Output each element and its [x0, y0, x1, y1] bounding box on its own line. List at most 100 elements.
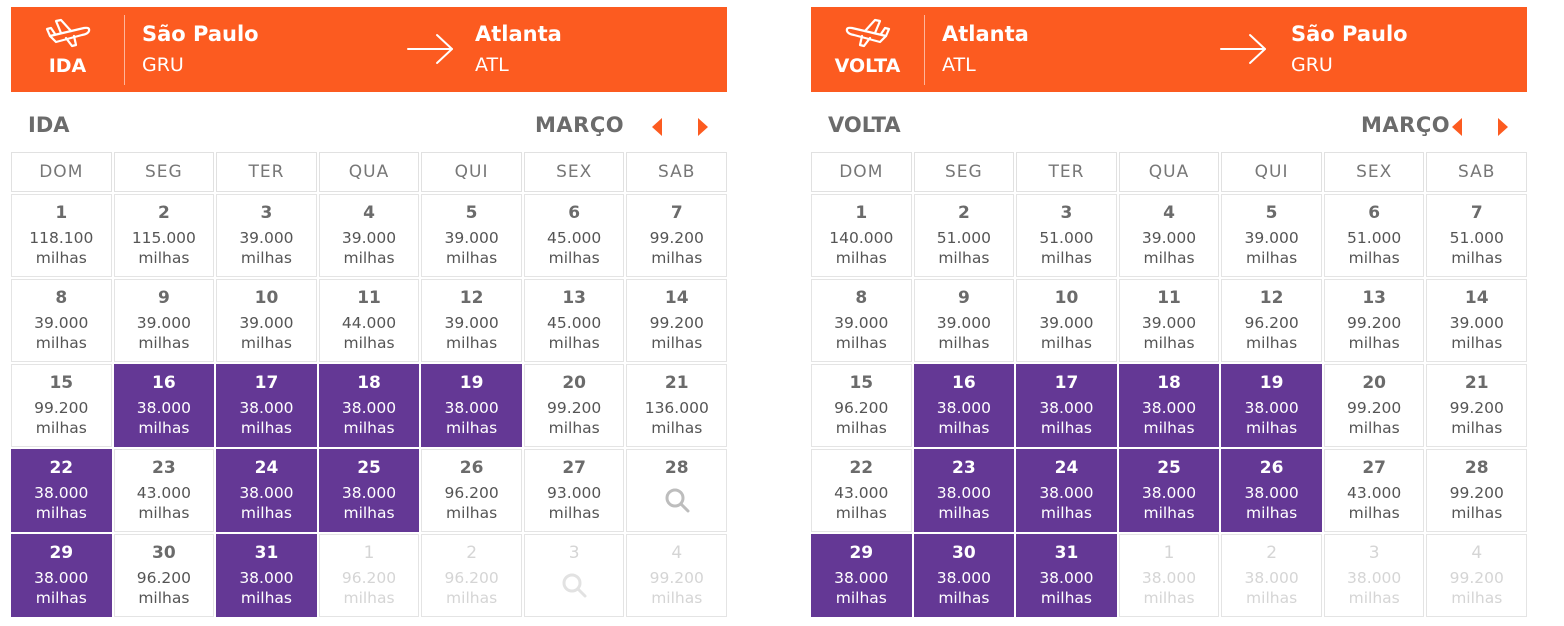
- calendar-day-cell[interactable]: 30 38.000 milhas: [913, 534, 1015, 617]
- miles-unit: milhas: [1143, 334, 1195, 352]
- calendar-day-cell[interactable]: 18 38.000 milhas: [318, 364, 420, 447]
- miles-unit: milhas: [1143, 589, 1195, 607]
- calendar-day-cell[interactable]: 25 38.000 milhas: [1118, 449, 1220, 532]
- calendar-day-cell[interactable]: 11 39.000 milhas: [1118, 279, 1220, 362]
- calendar-day-cell[interactable]: 3 39.000 milhas: [216, 194, 317, 277]
- calendar-day-cell[interactable]: 8 39.000 milhas: [11, 279, 112, 362]
- calendar-day-cell[interactable]: 7 51.000 milhas: [1426, 194, 1528, 277]
- miles-unit: milhas: [1246, 504, 1298, 522]
- calendar-day-cell[interactable]: 25 38.000 milhas: [318, 449, 420, 532]
- day-number: 28: [1464, 458, 1489, 478]
- calendar-day-cell[interactable]: 22 38.000 milhas: [11, 449, 112, 532]
- miles-unit: milhas: [138, 589, 190, 607]
- calendar-day-cell[interactable]: 17 38.000 milhas: [216, 364, 317, 447]
- calendar-day-cell[interactable]: 21 99.200 milhas: [1426, 364, 1528, 447]
- destination-city: Atlanta ATL: [475, 21, 562, 78]
- miles-price: 96.200: [444, 569, 499, 587]
- calendar-day-cell[interactable]: 6 51.000 milhas: [1323, 194, 1425, 277]
- calendar-day-cell[interactable]: 13 45.000 milhas: [523, 279, 625, 362]
- calendar-day-cell[interactable]: 24 38.000 milhas: [216, 449, 317, 532]
- calendar-day-cell[interactable]: 31 38.000 milhas: [1016, 534, 1117, 617]
- day-number: 18: [357, 373, 381, 393]
- calendar-day-cell[interactable]: 26 96.200 milhas: [421, 449, 522, 532]
- search-icon[interactable]: [663, 486, 691, 514]
- calendar-day-cell[interactable]: 2 115.000 milhas: [113, 194, 215, 277]
- calendar-day-cell[interactable]: 20 99.200 milhas: [523, 364, 625, 447]
- origin-airport-code: ATL: [942, 54, 976, 76]
- weekday-header: TER: [216, 152, 317, 192]
- day-number: 24: [254, 458, 279, 478]
- calendar-day-cell[interactable]: 28 99.200 milhas: [1426, 449, 1528, 532]
- next-month-icon[interactable]: [1491, 116, 1513, 138]
- calendar-day-cell[interactable]: 3 51.000 milhas: [1016, 194, 1117, 277]
- calendar-day-cell[interactable]: 28: [626, 449, 728, 532]
- calendar-day-cell[interactable]: 23 43.000 milhas: [113, 449, 215, 532]
- day-number: 4: [671, 543, 683, 563]
- miles-unit: milhas: [1348, 589, 1400, 607]
- miles-price: 38.000: [341, 399, 397, 417]
- miles-price: 96.200: [341, 569, 397, 587]
- miles-unit: milhas: [938, 419, 990, 437]
- previous-month-icon[interactable]: [1447, 116, 1469, 138]
- calendar-day-cell[interactable]: 22 43.000 milhas: [811, 449, 912, 532]
- calendar-day-cell[interactable]: 27 43.000 milhas: [1323, 449, 1425, 532]
- calendar-day-cell[interactable]: 8 39.000 milhas: [811, 279, 912, 362]
- calendar-day-cell[interactable]: 11 44.000 milhas: [318, 279, 420, 362]
- miles-unit: milhas: [651, 334, 703, 352]
- calendar-day-cell[interactable]: 12 39.000 milhas: [421, 279, 522, 362]
- calendar-day-cell[interactable]: 19 38.000 milhas: [421, 364, 522, 447]
- calendar-day-cell[interactable]: 10 39.000 milhas: [216, 279, 317, 362]
- calendar-day-cell[interactable]: 1 140.000 milhas: [811, 194, 912, 277]
- miles-unit: milhas: [240, 589, 292, 607]
- leg-indicator: IDA: [11, 7, 124, 92]
- day-number: 30: [952, 543, 976, 563]
- calendar-day-cell[interactable]: 15 99.200 milhas: [11, 364, 112, 447]
- calendar-day-cell[interactable]: 14 39.000 milhas: [1426, 279, 1528, 362]
- calendar-day-cell[interactable]: 9 39.000 milhas: [113, 279, 215, 362]
- calendar-day-cell[interactable]: 21 136.000 milhas: [626, 364, 728, 447]
- previous-month-icon[interactable]: [647, 116, 669, 138]
- miles-unit: milhas: [1348, 419, 1400, 437]
- miles-unit: milhas: [343, 334, 395, 352]
- calendar-day-cell[interactable]: 2 51.000 milhas: [913, 194, 1015, 277]
- calendar-day-cell[interactable]: 4 39.000 milhas: [318, 194, 420, 277]
- calendar-day-cell[interactable]: 15 96.200 milhas: [811, 364, 912, 447]
- calendar-day-cell[interactable]: 29 38.000 milhas: [11, 534, 112, 617]
- calendar-day-cell[interactable]: 5 39.000 milhas: [1221, 194, 1322, 277]
- calendar-day-cell[interactable]: 16 38.000 milhas: [913, 364, 1015, 447]
- calendar-day-cell[interactable]: 24 38.000 milhas: [1016, 449, 1117, 532]
- calendar-day-cell[interactable]: 20 99.200 milhas: [1323, 364, 1425, 447]
- calendar-day-cell[interactable]: 13 99.200 milhas: [1323, 279, 1425, 362]
- calendar-day-cell[interactable]: 18 38.000 milhas: [1118, 364, 1220, 447]
- calendar-title: IDA: [28, 113, 70, 137]
- calendar-day-cell[interactable]: 16 38.000 milhas: [113, 364, 215, 447]
- weekday-header: TER: [1016, 152, 1117, 192]
- calendar-day-cell[interactable]: 9 39.000 milhas: [913, 279, 1015, 362]
- day-number: 22: [49, 458, 74, 478]
- calendar-grid: DOM SEG TER QUA QUI SEX SAB 1 140.000 milhas 2 51.…: [811, 152, 1528, 617]
- calendar-day-cell[interactable]: 14 99.200 milhas: [626, 279, 728, 362]
- day-number: 1: [855, 203, 868, 223]
- calendar-day-cell[interactable]: 7 99.200 milhas: [626, 194, 728, 277]
- calendar-day-cell[interactable]: 31 38.000 milhas: [216, 534, 317, 617]
- miles-price: 39.000: [239, 229, 294, 247]
- day-number: 17: [254, 373, 279, 393]
- calendar-day-cell[interactable]: 29 38.000 milhas: [811, 534, 912, 617]
- calendar-day-cell[interactable]: 6 45.000 milhas: [523, 194, 625, 277]
- calendar-day-cell[interactable]: 4 39.000 milhas: [1118, 194, 1220, 277]
- calendar-day-cell[interactable]: 27 93.000 milhas: [523, 449, 625, 532]
- calendar-day-cell[interactable]: 1 118.100 milhas: [11, 194, 112, 277]
- day-number: 2: [157, 203, 170, 223]
- calendar-day-cell[interactable]: 26 38.000 milhas: [1221, 449, 1322, 532]
- miles-unit: milhas: [548, 419, 600, 437]
- search-icon[interactable]: [560, 571, 588, 599]
- calendar-day-cell[interactable]: 5 39.000 milhas: [421, 194, 522, 277]
- calendar-day-cell[interactable]: 17 38.000 milhas: [1016, 364, 1117, 447]
- calendar-day-cell[interactable]: 30 96.200 milhas: [113, 534, 215, 617]
- next-month-icon[interactable]: [691, 116, 713, 138]
- day-number: 2: [1266, 543, 1278, 563]
- calendar-day-cell[interactable]: 10 39.000 milhas: [1016, 279, 1117, 362]
- calendar-day-cell[interactable]: 19 38.000 milhas: [1221, 364, 1322, 447]
- calendar-day-cell[interactable]: 12 96.200 milhas: [1221, 279, 1322, 362]
- calendar-day-cell[interactable]: 23 38.000 milhas: [913, 449, 1015, 532]
